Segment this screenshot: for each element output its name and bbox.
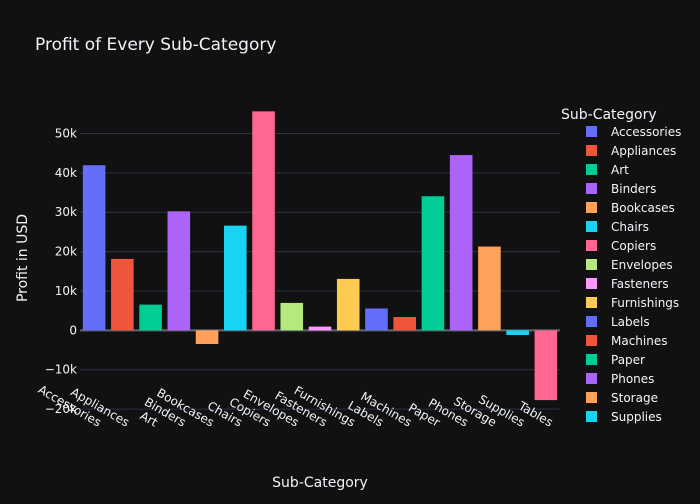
legend-label[interactable]: Phones bbox=[611, 372, 654, 386]
y-tick-label: 40k bbox=[55, 166, 77, 180]
bar-binders[interactable] bbox=[167, 211, 191, 331]
legend-label[interactable]: Supplies bbox=[611, 410, 662, 424]
y-tick-label: 30k bbox=[55, 205, 77, 219]
legend-swatch[interactable] bbox=[586, 373, 597, 384]
legend-label[interactable]: Appliances bbox=[611, 144, 676, 158]
legend-label[interactable]: Labels bbox=[611, 315, 650, 329]
legend-label[interactable]: Storage bbox=[611, 391, 658, 405]
bar-machines[interactable] bbox=[393, 316, 416, 331]
legend-label[interactable]: Machines bbox=[611, 334, 667, 348]
legend-swatch[interactable] bbox=[586, 126, 597, 137]
legend-swatch[interactable] bbox=[586, 278, 597, 289]
bar-supplies[interactable] bbox=[506, 330, 529, 336]
legend-swatch[interactable] bbox=[586, 392, 597, 403]
legend-label[interactable]: Paper bbox=[611, 353, 645, 367]
bar-labels[interactable] bbox=[365, 308, 388, 331]
legend-swatch[interactable] bbox=[586, 316, 597, 327]
legend-label[interactable]: Copiers bbox=[611, 239, 656, 253]
bar-phones[interactable] bbox=[449, 155, 473, 331]
bar-furnishings[interactable] bbox=[336, 278, 360, 331]
bar-paper[interactable] bbox=[421, 196, 445, 331]
legend-label[interactable]: Binders bbox=[611, 182, 656, 196]
y-axis-title: Profit in USD bbox=[15, 214, 31, 302]
legend-label[interactable]: Chairs bbox=[611, 220, 649, 234]
legend-swatch[interactable] bbox=[586, 240, 597, 251]
legend-swatch[interactable] bbox=[586, 335, 597, 346]
legend-label[interactable]: Art bbox=[611, 163, 629, 177]
legend-label[interactable]: Envelopes bbox=[611, 258, 673, 272]
y-tick-label: 10k bbox=[55, 284, 77, 298]
legend-swatch[interactable] bbox=[586, 145, 597, 156]
legend-swatch[interactable] bbox=[586, 297, 597, 308]
y-axis-ticks: −20k −10k 0 10k 20k 30k 40k 50k bbox=[45, 126, 77, 416]
bar-chairs[interactable] bbox=[224, 225, 247, 331]
legend-swatch[interactable] bbox=[586, 259, 597, 270]
y-tick-label: −20k bbox=[45, 402, 77, 416]
bar-tables[interactable] bbox=[534, 330, 558, 401]
y-tick-label: 0 bbox=[69, 323, 77, 337]
legend-swatch[interactable] bbox=[586, 164, 597, 175]
bar-envelopes[interactable] bbox=[280, 302, 304, 331]
bars-layer bbox=[82, 111, 558, 401]
legend-label[interactable]: Accessories bbox=[611, 125, 681, 139]
bar-accessories[interactable] bbox=[82, 165, 106, 331]
legend-swatch[interactable] bbox=[586, 202, 597, 213]
bar-storage[interactable] bbox=[478, 246, 501, 331]
bar-fasteners[interactable] bbox=[308, 326, 332, 331]
legend-swatch[interactable] bbox=[586, 183, 597, 194]
y-tick-label: 50k bbox=[55, 126, 77, 140]
legend-swatch[interactable] bbox=[586, 221, 597, 232]
legend-label[interactable]: Bookcases bbox=[611, 201, 675, 215]
bar-bookcases[interactable] bbox=[195, 330, 219, 344]
x-axis-title: Sub-Category bbox=[272, 475, 368, 491]
legend-title: Sub-Category bbox=[561, 107, 657, 123]
legend: Accessories Appliances Art Binders Bookcases… bbox=[586, 125, 681, 424]
legend-label[interactable]: Furnishings bbox=[611, 296, 679, 310]
legend-swatch[interactable] bbox=[586, 354, 597, 365]
bar-appliances[interactable] bbox=[111, 258, 134, 331]
bar-copiers[interactable] bbox=[252, 111, 275, 331]
bar-art[interactable] bbox=[139, 304, 162, 331]
y-tick-label: 20k bbox=[55, 245, 77, 259]
legend-swatch[interactable] bbox=[586, 411, 597, 422]
legend-label[interactable]: Fasteners bbox=[611, 277, 669, 291]
y-tick-label: −10k bbox=[45, 363, 77, 377]
chart-title: Profit of Every Sub-Category bbox=[35, 35, 276, 55]
